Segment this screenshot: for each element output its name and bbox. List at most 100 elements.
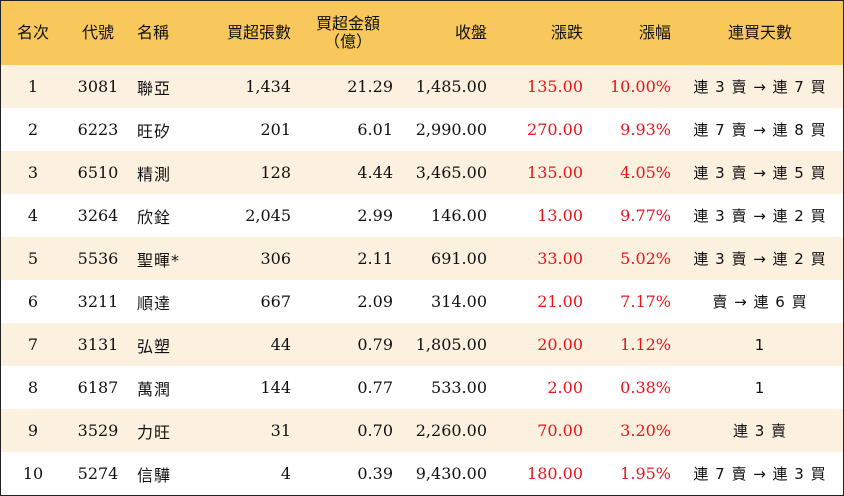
change-cell: 70.00 <box>537 421 583 440</box>
rank-cell: 10 <box>22 464 44 483</box>
rank-cell: 7 <box>27 335 39 354</box>
table-body: 1 3081 聯亞 1,434 21.29 1,485.00 135.00 10… <box>1 65 843 495</box>
rank-cell: 9 <box>27 421 39 440</box>
code-cell: 3264 <box>77 206 119 225</box>
close-cell: 533.00 <box>431 378 487 397</box>
pct-cell: 3.20% <box>620 421 671 440</box>
amount-cell: 0.79 <box>357 335 393 354</box>
lots-cell: 667 <box>260 292 291 311</box>
close-cell: 3,465.00 <box>415 163 487 182</box>
change-cell: 270.00 <box>527 120 583 139</box>
pct-cell: 10.00% <box>609 77 671 96</box>
name-cell: 旺矽 <box>137 121 172 141</box>
table-row: 9 3529 力旺 31 0.70 2,260.00 70.00 3.20% 連… <box>1 409 843 452</box>
lots-cell: 2,045 <box>245 206 291 225</box>
code-cell: 6187 <box>77 378 119 397</box>
lots-cell: 31 <box>270 421 291 440</box>
amount-cell: 4.44 <box>357 163 393 182</box>
name-cell: 弘塑 <box>137 336 172 356</box>
header-lots: 買超張數 <box>226 23 291 42</box>
pct-cell: 1.95% <box>620 464 671 483</box>
amount-cell: 0.77 <box>357 378 393 397</box>
table-row: 1 3081 聯亞 1,434 21.29 1,485.00 135.00 10… <box>1 65 843 108</box>
close-cell: 1,485.00 <box>415 77 487 96</box>
table-row: 5 5536 聖暉* 306 2.11 691.00 33.00 5.02% 連… <box>1 237 843 280</box>
close-cell: 314.00 <box>431 292 487 311</box>
table-row: 8 6187 萬潤 144 0.77 533.00 2.00 0.38% 1 <box>1 366 843 409</box>
code-cell: 5536 <box>77 249 119 268</box>
code-cell: 5274 <box>77 464 119 483</box>
header-code: 代號 <box>81 23 114 42</box>
streak-cell: 連 3 賣 → 連 5 買 <box>693 164 827 182</box>
lots-cell: 128 <box>260 163 291 182</box>
close-cell: 2,260.00 <box>415 421 487 440</box>
header-pct: 漲幅 <box>638 23 671 42</box>
header-close: 收盤 <box>454 23 487 42</box>
close-cell: 2,990.00 <box>415 120 487 139</box>
rank-cell: 4 <box>27 206 39 225</box>
rank-cell: 3 <box>27 163 39 182</box>
amount-cell: 6.01 <box>357 120 393 139</box>
pct-cell: 0.38% <box>620 378 671 397</box>
table-row: 6 3211 順達 667 2.09 314.00 21.00 7.17% 賣 … <box>1 280 843 323</box>
streak-cell: 連 3 賣 → 連 2 買 <box>693 207 827 225</box>
change-cell: 180.00 <box>527 464 583 483</box>
code-cell: 6223 <box>77 120 119 139</box>
header-change: 漲跌 <box>550 23 583 42</box>
header-name: 名稱 <box>137 23 170 42</box>
streak-cell: 連 7 賣 → 連 8 買 <box>693 121 827 139</box>
header-row: 名次 代號 名稱 買超張數 買超金額 （億） 收盤 漲跌 漲幅 連買天數 <box>1 1 843 65</box>
pct-cell: 7.17% <box>620 292 671 311</box>
close-cell: 9,430.00 <box>415 464 487 483</box>
name-cell: 聯亞 <box>137 78 172 98</box>
rank-cell: 1 <box>27 77 39 96</box>
lots-cell: 306 <box>260 249 291 268</box>
change-cell: 135.00 <box>527 163 583 182</box>
close-cell: 1,805.00 <box>415 335 487 354</box>
change-cell: 13.00 <box>537 206 583 225</box>
streak-cell: 連 3 賣 → 連 2 買 <box>693 250 827 268</box>
lots-cell: 144 <box>260 378 291 397</box>
header-amount: 買超金額 （億） <box>315 14 380 51</box>
amount-cell: 2.09 <box>357 292 393 311</box>
lots-cell: 1,434 <box>245 77 291 96</box>
pct-cell: 5.02% <box>620 249 671 268</box>
close-cell: 146.00 <box>431 206 487 225</box>
name-cell: 精測 <box>137 164 172 184</box>
pct-cell: 1.12% <box>620 335 671 354</box>
pct-cell: 9.93% <box>620 120 671 139</box>
name-cell: 信驊 <box>137 465 172 485</box>
rank-cell: 2 <box>27 120 39 139</box>
streak-cell: 連 3 賣 <box>732 422 788 440</box>
amount-cell: 21.29 <box>347 77 393 96</box>
code-cell: 3131 <box>77 335 119 354</box>
name-cell: 欣銓 <box>137 207 172 227</box>
amount-cell: 0.39 <box>357 464 393 483</box>
code-cell: 3211 <box>77 292 119 311</box>
lots-cell: 4 <box>280 464 291 483</box>
change-cell: 21.00 <box>537 292 583 311</box>
pct-cell: 9.77% <box>620 206 671 225</box>
table-row: 2 6223 旺矽 201 6.01 2,990.00 270.00 9.93%… <box>1 108 843 151</box>
amount-cell: 0.70 <box>357 421 393 440</box>
table-row: 10 5274 信驊 4 0.39 9,430.00 180.00 1.95% … <box>1 452 843 495</box>
change-cell: 2.00 <box>547 378 583 397</box>
rank-cell: 5 <box>27 249 39 268</box>
streak-cell: 賣 → 連 6 買 <box>712 293 808 311</box>
amount-cell: 2.99 <box>357 206 393 225</box>
rank-cell: 6 <box>27 292 39 311</box>
name-cell: 聖暉* <box>137 250 181 270</box>
lots-cell: 201 <box>260 120 291 139</box>
rank-cell: 8 <box>27 378 39 397</box>
amount-cell: 2.11 <box>357 249 393 268</box>
streak-cell: 連 7 賣 → 連 3 買 <box>693 465 827 483</box>
change-cell: 33.00 <box>537 249 583 268</box>
lots-cell: 44 <box>270 335 291 354</box>
name-cell: 萬潤 <box>137 379 172 399</box>
table-row: 7 3131 弘塑 44 0.79 1,805.00 20.00 1.12% 1 <box>1 323 843 366</box>
code-cell: 3529 <box>77 421 119 440</box>
header-rank: 名次 <box>16 23 49 42</box>
code-cell: 3081 <box>77 77 119 96</box>
pct-cell: 4.05% <box>620 163 671 182</box>
